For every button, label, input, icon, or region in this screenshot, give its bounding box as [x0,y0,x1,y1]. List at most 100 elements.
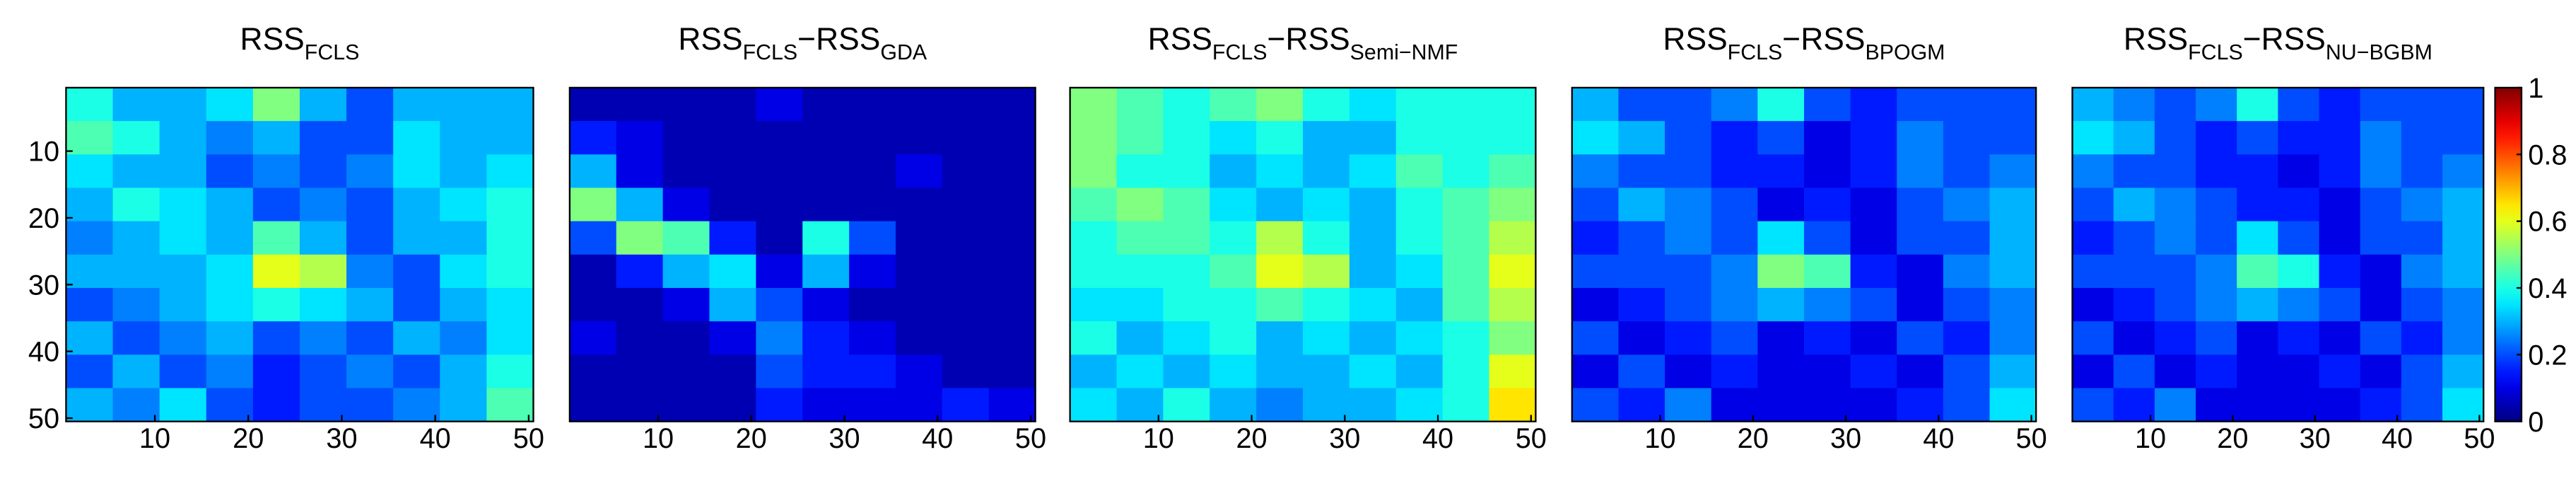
heatmap-cell [1757,254,1805,289]
heatmap-cell [1897,321,1944,356]
heatmap-cell [1116,154,1164,189]
title-main: RSS [678,22,742,57]
heatmap-cell [942,154,990,189]
axes-frame [65,86,534,422]
y-tick-label: 10 [28,137,59,168]
heatmap-cell [1757,187,1805,222]
heatmap-cell [1303,221,1350,255]
heatmap-cell [393,254,440,289]
heatmap-cell [802,187,850,222]
heatmap-cell [756,221,803,255]
heatmap-cell [756,154,803,189]
heatmap-cell [2072,154,2114,189]
heatmap-cell [802,321,850,356]
heatmap-cell [1665,154,1712,189]
heatmap-cell [1303,388,1350,422]
heatmap-cell [2278,388,2320,422]
heatmap-cell [849,187,896,222]
heatmap-cell [66,321,114,356]
heatmap-cell [2154,254,2196,289]
heatmap-cell [1665,288,1712,322]
heatmap-cell [942,254,990,289]
heatmap-cell [2072,254,2114,289]
heatmap-cell [2072,288,2114,322]
heatmap-cell [1349,388,1397,422]
heatmap-cell [393,221,440,255]
heatmap-cell [2319,87,2361,122]
heatmap-cell [895,321,943,356]
heatmap-cell [1989,354,2037,389]
heatmap-cell [1665,121,1712,155]
heatmap-cell [2360,187,2402,222]
heatmap-cell [1618,187,1665,222]
heatmap-cell [2237,388,2279,422]
axes-frame [568,86,1036,422]
heatmap-cell [252,354,300,389]
heatmap-cell [1070,354,1118,389]
heatmap-cell [2319,354,2361,389]
heatmap-cell [1571,187,1620,222]
panel-title: RSSFCLS−RSSNU−BGBM [2124,22,2432,64]
heatmap-cell [2154,321,2196,356]
heatmap-cell [802,254,850,289]
heatmap-cell [2278,221,2320,255]
heatmap-cell [159,354,207,389]
heatmap-cell [1163,154,1210,189]
heatmap-cell [2237,121,2279,155]
heatmap-cell [440,354,488,389]
heatmap-cell [1256,87,1304,122]
x-tick-label: 40 [1422,423,1453,454]
heatmap-cell [206,121,254,155]
x-tick-label: 20 [2217,423,2248,454]
heatmap-cell [802,288,850,322]
heatmap-cell [1803,221,1851,255]
heatmap-cell [1711,321,1759,356]
y-tick-label: 20 [28,203,59,234]
heatmap-cell [2442,121,2484,155]
heatmap-cell [1070,388,1118,422]
heatmap-cell [252,187,300,222]
heatmap-cell [1442,154,1490,189]
heatmap-cell [616,288,664,322]
x-tick-label: 20 [1236,423,1267,454]
heatmap-cell [1256,121,1304,155]
y-tick-label: 40 [28,337,59,368]
heatmap-cell [1163,288,1210,322]
heatmap-cell [709,221,757,255]
heatmap-cell [1303,187,1350,222]
heatmap-cell [346,288,394,322]
heatmap-cell [1989,221,2037,255]
heatmap-cell [1395,187,1444,222]
colorbar-tick-label: 0.4 [2528,273,2567,304]
heatmap-cell [709,288,757,322]
heatmap-cell [1803,254,1851,289]
heatmap-cell [486,354,534,389]
heatmap-cell [2154,187,2196,222]
heatmap-cell [1256,321,1304,356]
heatmap-cell [299,388,347,422]
heatmap-cell [1163,187,1210,222]
heatmap-cell [1070,121,1118,155]
heatmap-cell [895,388,943,422]
heatmap-cell [1665,187,1712,222]
heatmap-cell [252,154,300,189]
heatmap-cell [849,321,896,356]
heatmap-cell [1850,388,1897,422]
colorbar-tick-label: 0.2 [2528,340,2567,371]
heatmap-cell [2237,187,2279,222]
heatmap-cell [849,154,896,189]
heatmap-cell [2442,354,2484,389]
title-main: RSS [2124,22,2188,57]
heatmap-cell [895,221,943,255]
heatmap-cell [1256,221,1304,255]
title-sub: FCLS [305,41,360,64]
heatmap-cell [1070,221,1118,255]
heatmap-cell [616,254,664,289]
heatmap-cell [569,388,617,422]
heatmap-cell [299,221,347,255]
heatmap-cell [486,121,534,155]
heatmap-cell [299,121,347,155]
heatmap-cell [849,254,896,289]
heatmap-cell [1571,354,1620,389]
heatmap-cell [1711,254,1759,289]
